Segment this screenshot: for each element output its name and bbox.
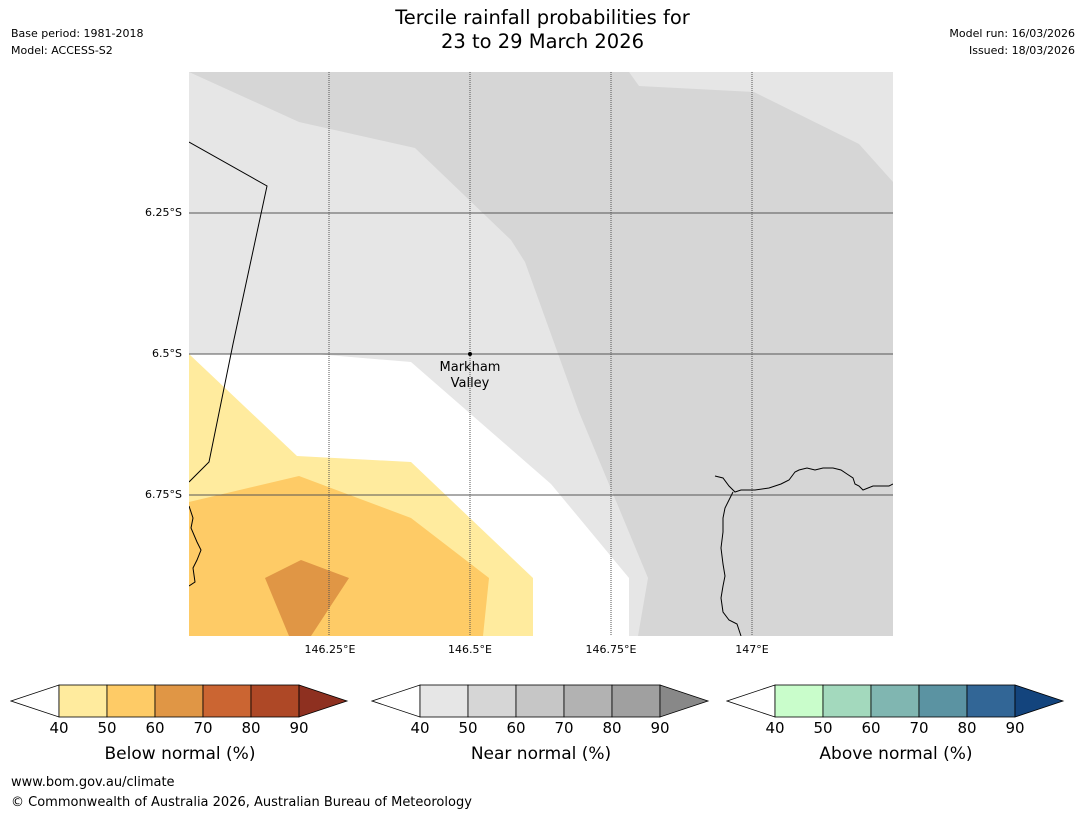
colorbar-below bbox=[10, 684, 349, 718]
below-tick-50: 50 bbox=[97, 719, 117, 737]
above-colorbar-min-extension bbox=[726, 684, 776, 718]
near-colorbar-min-extension bbox=[371, 684, 421, 718]
below-tick-70: 70 bbox=[193, 719, 213, 737]
near-tick-80: 80 bbox=[602, 719, 622, 737]
coastline-east bbox=[714, 467, 893, 493]
title-line-2: 23 to 29 March 2026 bbox=[440, 30, 645, 53]
colorbar-near bbox=[371, 684, 710, 718]
above-colorbar-swatch-1 bbox=[822, 684, 872, 718]
above-tick-90: 90 bbox=[1005, 719, 1025, 737]
below-colorbar-swatch-1 bbox=[106, 684, 156, 718]
near-colorbar-swatch-0 bbox=[419, 684, 469, 718]
below-normal-50-region bbox=[189, 476, 489, 636]
above-tick-60: 60 bbox=[861, 719, 881, 737]
below-colorbar-min-extension bbox=[10, 684, 60, 718]
lat-label-6.25: 6.25°S bbox=[145, 206, 182, 219]
below-colorbar-max-extension bbox=[298, 684, 349, 718]
model-run: Model run: 16/03/2026 bbox=[949, 27, 1075, 40]
above-colorbar-swatch-4 bbox=[966, 684, 1016, 718]
lat-label-6.75: 6.75°S bbox=[145, 488, 182, 501]
lat-label-6.5: 6.5°S bbox=[152, 347, 182, 360]
near-tick-60: 60 bbox=[506, 719, 526, 737]
below-tick-90: 90 bbox=[289, 719, 309, 737]
above-colorbar-swatch-3 bbox=[918, 684, 968, 718]
colorbar-above bbox=[726, 684, 1065, 718]
place-label: Markham Valley bbox=[420, 360, 520, 392]
probability-map bbox=[189, 72, 893, 636]
place-name-line-1: Markham bbox=[439, 360, 501, 375]
above-tick-40: 40 bbox=[765, 719, 785, 737]
above-normal-label: Above normal (%) bbox=[819, 744, 973, 764]
footer-copyright: © Commonwealth of Australia 2026, Austra… bbox=[11, 795, 472, 810]
near-tick-70: 70 bbox=[554, 719, 574, 737]
near-colorbar-swatch-1 bbox=[467, 684, 517, 718]
lon-label-146.25: 146.25°E bbox=[304, 643, 356, 656]
near-colorbar-swatch-2 bbox=[515, 684, 565, 718]
province-boundary bbox=[189, 141, 268, 483]
below-colorbar-swatch-0 bbox=[58, 684, 108, 718]
page-title: Tercile rainfall probabilities for 23 to… bbox=[0, 6, 1085, 54]
above-colorbar-swatch-0 bbox=[774, 684, 824, 718]
below-tick-40: 40 bbox=[49, 719, 69, 737]
near-colorbar-swatch-4 bbox=[611, 684, 661, 718]
footer-url[interactable]: www.bom.gov.au/climate bbox=[11, 775, 175, 790]
markham-valley-marker bbox=[468, 352, 472, 356]
issued-date: Issued: 18/03/2026 bbox=[968, 44, 1075, 57]
coastline-west bbox=[189, 505, 202, 587]
near-normal-label: Near normal (%) bbox=[470, 744, 612, 764]
near-tick-40: 40 bbox=[410, 719, 430, 737]
near-tick-50: 50 bbox=[458, 719, 478, 737]
graticule bbox=[189, 72, 893, 636]
near-colorbar-max-extension bbox=[659, 684, 710, 718]
above-colorbar-max-extension bbox=[1014, 684, 1065, 718]
base-period: Base period: 1981-2018 bbox=[11, 27, 144, 40]
above-colorbar-swatch-2 bbox=[870, 684, 920, 718]
above-tick-50: 50 bbox=[813, 719, 833, 737]
above-tick-70: 70 bbox=[909, 719, 929, 737]
below-colorbar-swatch-2 bbox=[154, 684, 204, 718]
near-tick-90: 90 bbox=[650, 719, 670, 737]
lon-label-146.5: 146.5°E bbox=[448, 643, 492, 656]
lon-label-147: 147°E bbox=[735, 643, 769, 656]
place-name-line-2: Valley bbox=[450, 376, 490, 391]
above-tick-80: 80 bbox=[957, 719, 977, 737]
legend-above-normal: 40 50 60 70 80 90 Above normal (%) bbox=[726, 684, 1066, 774]
legend-below-normal: 40 50 60 70 80 90 Below normal (%) bbox=[10, 684, 350, 774]
model-name: Model: ACCESS-S2 bbox=[11, 44, 113, 57]
below-colorbar-swatch-3 bbox=[202, 684, 252, 718]
below-colorbar-swatch-4 bbox=[250, 684, 300, 718]
legend-near-normal: 40 50 60 70 80 90 Near normal (%) bbox=[371, 684, 711, 774]
coastline-gulf bbox=[720, 491, 742, 636]
near-colorbar-swatch-3 bbox=[563, 684, 613, 718]
below-tick-60: 60 bbox=[145, 719, 165, 737]
below-normal-60-region bbox=[265, 560, 349, 636]
lon-label-146.75: 146.75°E bbox=[585, 643, 637, 656]
below-normal-label: Below normal (%) bbox=[104, 744, 256, 764]
below-tick-80: 80 bbox=[241, 719, 261, 737]
title-line-1: Tercile rainfall probabilities for bbox=[395, 6, 690, 29]
